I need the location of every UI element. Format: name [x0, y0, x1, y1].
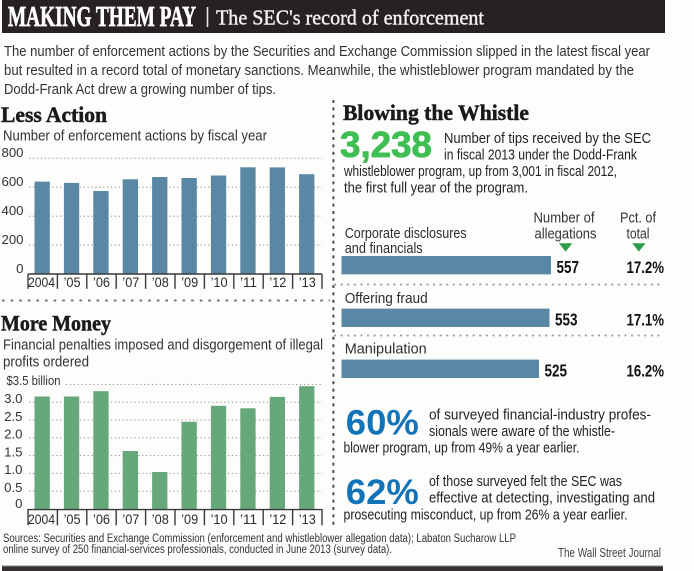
svg-text:’05: ’05 [64, 512, 81, 527]
svg-text:online survey of 250 financial: online survey of 250 financial-services … [3, 544, 392, 556]
svg-text:3.0: 3.0 [4, 391, 22, 406]
svg-text:’08: ’08 [152, 275, 169, 290]
svg-text:0: 0 [15, 496, 22, 511]
svg-text:0: 0 [16, 261, 23, 276]
svg-text:2.0: 2.0 [4, 427, 22, 442]
svg-text:200: 200 [1, 232, 23, 247]
svg-text:Offering fraud: Offering fraud [345, 290, 428, 307]
svg-text:16.2%: 16.2% [627, 362, 665, 381]
svg-text:1.5: 1.5 [4, 444, 22, 459]
svg-text:600: 600 [1, 174, 23, 189]
svg-text:Number of tips received by the: Number of tips received by the SEC [444, 130, 651, 147]
svg-text:553: 553 [555, 310, 578, 330]
svg-text:The number of enforcement acti: The number of enforcement actions by the… [4, 44, 650, 60]
svg-text:’07: ’07 [122, 275, 139, 290]
svg-text:in fiscal 2013 under the Dodd-: in fiscal 2013 under the Dodd-Frank [444, 147, 637, 164]
svg-text:800: 800 [1, 145, 23, 160]
svg-text:’12: ’12 [269, 275, 286, 290]
svg-text:’11: ’11 [240, 512, 257, 527]
svg-text:’12: ’12 [269, 512, 286, 527]
svg-text:’06: ’06 [93, 512, 110, 527]
svg-text:The Wall Street Journal: The Wall Street Journal [558, 546, 661, 560]
svg-text:profits ordered: profits ordered [3, 355, 89, 371]
svg-text:Number of enforcement actions: Number of enforcement actions by fiscal … [3, 129, 267, 145]
svg-text:More Money: More Money [1, 311, 111, 336]
svg-text:’09: ’09 [181, 275, 198, 290]
svg-text:2004: 2004 [28, 275, 55, 290]
svg-text:Pct. of: Pct. of [620, 210, 657, 227]
svg-text:557: 557 [557, 257, 580, 277]
svg-text:1.0: 1.0 [4, 462, 22, 477]
svg-text:’10: ’10 [211, 275, 228, 290]
svg-text:of surveyed financial-industry: of surveyed financial-industry profes- [429, 407, 651, 424]
svg-text:Number of: Number of [534, 210, 596, 227]
svg-text:Financial penalties imposed an: Financial penalties imposed and disgorge… [3, 338, 323, 354]
svg-text:Corporate disclosures: Corporate disclosures [345, 225, 467, 242]
svg-text:’08: ’08 [152, 512, 169, 527]
svg-text:the first full year of the pro: the first full year of the program. [344, 180, 528, 197]
svg-text:3,238: 3,238 [340, 124, 432, 165]
svg-text:0.5: 0.5 [4, 480, 22, 495]
svg-text:effective at detecting, invest: effective at detecting, investigating an… [429, 490, 655, 507]
svg-text:17.2%: 17.2% [627, 258, 665, 277]
svg-text:total: total [627, 226, 650, 243]
svg-text:’09: ’09 [181, 512, 198, 527]
svg-text:Dodd-Frank Act drew a growing: Dodd-Frank Act drew a growing number of … [4, 82, 276, 98]
svg-text:Blowing the Whistle: Blowing the Whistle [343, 100, 529, 125]
svg-text:’07: ’07 [122, 512, 139, 527]
svg-text:400: 400 [1, 203, 23, 218]
svg-text:allegations: allegations [535, 226, 597, 243]
svg-text:but resulted in a record total: but resulted in a record total of moneta… [4, 63, 634, 79]
svg-text:The SEC's record of enforcemen: The SEC's record of enforcement [216, 6, 484, 30]
svg-text:blower program, up from 49% a: blower program, up from 49% a year earli… [344, 440, 580, 457]
svg-text:2004: 2004 [28, 512, 55, 527]
svg-text:MAKING THEM PAY: MAKING THEM PAY [8, 2, 196, 33]
svg-text:Sources: Securities and Exchan: Sources: Securities and Exchange Commiss… [3, 533, 516, 545]
svg-text:’13: ’13 [299, 275, 316, 290]
svg-text:prosecuting misconduct, up fro: prosecuting misconduct, up from 26% a ye… [344, 507, 628, 524]
svg-text:62%: 62% [346, 473, 419, 512]
svg-text:2.5: 2.5 [4, 409, 22, 424]
svg-text:of those surveyed felt the SEC: of those surveyed felt the SEC was [429, 473, 622, 490]
svg-text:525: 525 [545, 361, 568, 381]
svg-text:’10: ’10 [211, 512, 228, 527]
svg-text:and financials: and financials [345, 240, 423, 257]
svg-text:’06: ’06 [93, 275, 110, 290]
svg-text:Manipulation: Manipulation [345, 340, 427, 357]
svg-text:sionals were aware of the whis: sionals were aware of the whistle- [429, 423, 615, 440]
svg-text:60%: 60% [346, 404, 419, 443]
svg-text:whistleblower program, up from: whistleblower program, up from 3,001 in … [343, 163, 617, 180]
svg-text:’11: ’11 [240, 275, 257, 290]
svg-text:Less Action: Less Action [1, 102, 107, 127]
svg-text:’05: ’05 [64, 275, 81, 290]
svg-text:$3.5 billion: $3.5 billion [7, 374, 61, 388]
svg-text:17.1%: 17.1% [627, 311, 665, 330]
svg-text:’13: ’13 [299, 512, 316, 527]
